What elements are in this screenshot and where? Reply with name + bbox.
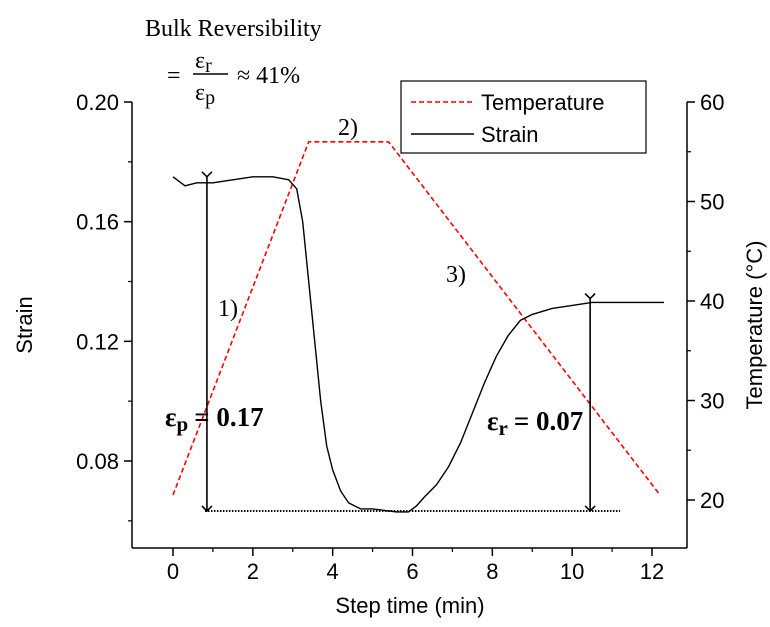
y-left-tick-label: 0.16 — [76, 210, 119, 235]
legend-strain-label: Strain — [481, 122, 538, 147]
y-right-tick-label: 50 — [700, 190, 724, 215]
phase-1-label: 1) — [218, 296, 238, 322]
phase-3-label: 3) — [446, 262, 466, 288]
y-right-tick-label: 40 — [700, 289, 724, 314]
x-tick-label: 4 — [327, 559, 339, 584]
x-tick-label: 2 — [247, 559, 259, 584]
y-left-ticks: 0.08 0.12 0.16 0.20 — [76, 90, 132, 522]
y-right-tick-label: 20 — [700, 488, 724, 513]
x-ticks: 0 2 4 6 8 10 12 — [167, 548, 664, 584]
title-fraction-denominator: εp — [195, 80, 215, 109]
eps-p-label: εp = 0.17 — [165, 402, 264, 436]
legend: Temperature Strain — [400, 80, 647, 154]
series-layer — [172, 141, 664, 513]
y-right-tick-label: 30 — [700, 389, 724, 414]
annotations: 1) 2) 3) εp = 0.17 εr = 0.07 — [165, 115, 583, 440]
series-strain-line — [172, 176, 664, 513]
eps-r-label: εr = 0.07 — [487, 406, 583, 440]
title-fraction-numerator: εr — [195, 48, 212, 77]
chart-title: Bulk Reversibility = εr εp ≈ 41% — [145, 16, 322, 109]
y-right-ticks: 20 30 40 50 60 — [687, 90, 724, 513]
legend-box — [400, 80, 647, 154]
x-tick-label: 8 — [486, 559, 498, 584]
arrows-layer — [201, 171, 596, 513]
phase-2-label: 2) — [338, 115, 358, 141]
y-right-tick-label: 60 — [700, 90, 724, 115]
x-axis-title: Step time (min) — [335, 593, 484, 618]
axes — [131, 102, 688, 549]
series-temperature-line — [172, 141, 661, 496]
x-tick-label: 10 — [560, 559, 584, 584]
y-left-axis-title: Strain — [12, 296, 37, 353]
legend-temperature-label: Temperature — [481, 90, 605, 115]
y-right-axis-title: Temperature (°C) — [742, 241, 767, 410]
x-tick-label: 6 — [406, 559, 418, 584]
x-tick-label: 0 — [167, 559, 179, 584]
title-suffix: ≈ 41% — [237, 63, 300, 89]
y-left-tick-label: 0.20 — [76, 90, 119, 115]
y-left-tick-label: 0.08 — [76, 449, 119, 474]
y-left-tick-label: 0.12 — [76, 329, 119, 354]
title-head: Bulk Reversibility — [145, 16, 322, 42]
x-tick-label: 12 — [640, 559, 664, 584]
title-prefix: = — [167, 63, 181, 89]
